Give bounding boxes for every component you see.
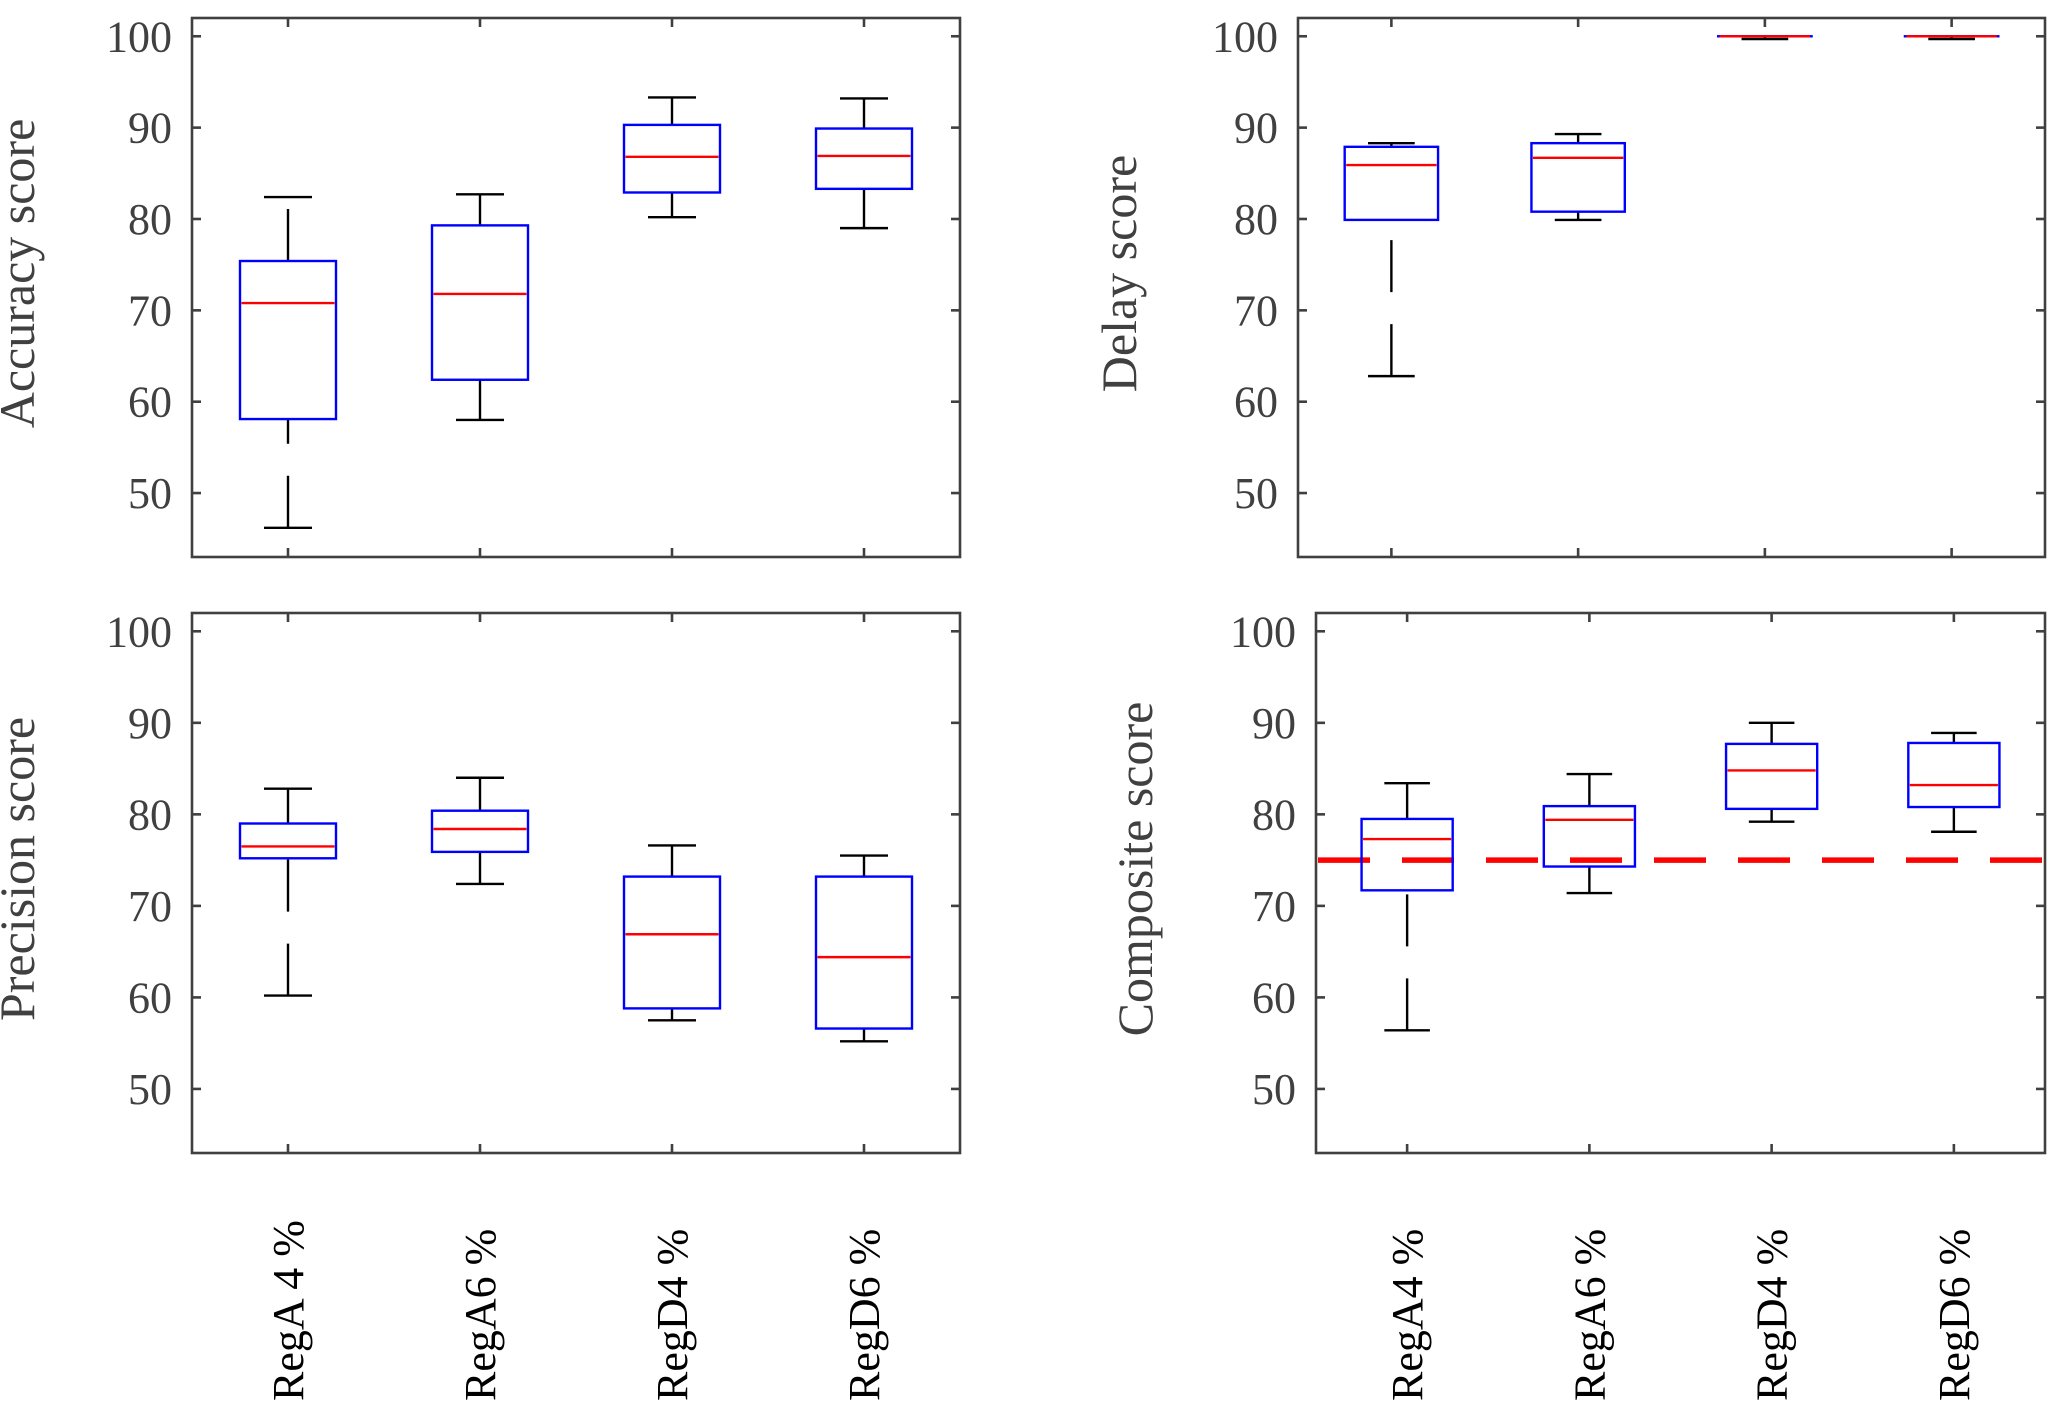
y-tick-label: 90	[1252, 699, 1296, 748]
y-tick-label: 70	[1252, 882, 1296, 931]
box-2	[430, 776, 530, 886]
iqr-box	[430, 809, 530, 854]
box-1	[238, 787, 338, 997]
category-label-regd4: RegD4 %	[648, 1229, 697, 1401]
iqr-box	[1724, 742, 1819, 811]
category-label-rega4: RegA4 %	[1383, 1229, 1432, 1401]
precision-panel: 50 60 70 80 90 100 Precision score RegA 4 % RegA…	[0, 607, 962, 1401]
iqr-box	[814, 875, 914, 1030]
y-tick-label: 80	[1252, 790, 1296, 839]
y-tick-label: 90	[128, 104, 172, 153]
category-label-rega-4: RegA 4 %	[264, 1220, 313, 1401]
box-1	[238, 195, 338, 529]
category-label-rega6: RegA6 %	[456, 1229, 505, 1401]
y-tick-label: 50	[1252, 1065, 1296, 1114]
y-tick-label: 100	[106, 12, 172, 61]
axes-frame	[1314, 611, 2047, 1155]
y-axis-label: Precision score	[0, 717, 45, 1021]
iqr-box	[1907, 741, 2001, 809]
y-tick-label: 60	[128, 973, 172, 1022]
iqr-box	[238, 259, 338, 421]
iqr-box	[1360, 817, 1454, 892]
iqr-box	[622, 123, 722, 194]
y-tick-label: 50	[1234, 469, 1278, 518]
iqr-box	[1343, 145, 1440, 222]
y-tick-label: 70	[128, 882, 172, 931]
box-3	[622, 96, 722, 219]
y-tick-label: 80	[128, 790, 172, 839]
box-3	[1724, 721, 1819, 823]
y-tick-label: 100	[106, 607, 172, 656]
axes-frame	[190, 16, 962, 559]
category-label-rega6: RegA6 %	[1565, 1229, 1614, 1401]
y-axis-label: Accuracy score	[0, 119, 45, 429]
y-tick-label: 100	[1230, 607, 1296, 656]
iqr-box	[622, 875, 722, 1010]
iqr-box	[1542, 804, 1637, 868]
box-3	[622, 844, 722, 1022]
delay-panel: 50 60 70 80 90 100 Delay score	[1091, 12, 2047, 559]
composite-panel: 50 60 70 80 90 100 Composite score RegA4 % RegA6…	[1107, 607, 2047, 1401]
y-tick-label: 50	[128, 1065, 172, 1114]
box-1	[1360, 782, 1454, 1032]
category-label-regd4: RegD4 %	[1748, 1229, 1797, 1401]
iqr-box	[238, 822, 338, 860]
y-tick-label: 70	[1234, 286, 1278, 335]
y-tick-label: 90	[128, 699, 172, 748]
category-label-regd6: RegD6 %	[1930, 1229, 1979, 1401]
box-2	[430, 193, 530, 422]
iqr-box	[1530, 141, 1627, 213]
y-tick-label: 100	[1212, 12, 1278, 61]
box-2	[1542, 772, 1637, 895]
box-4	[814, 854, 914, 1043]
y-tick-label: 50	[128, 469, 172, 518]
y-axis-label: Composite score	[1107, 702, 1163, 1037]
axes-frame	[1296, 16, 2047, 559]
y-axis-label: Delay score	[1091, 155, 1147, 392]
y-tick-label: 80	[128, 195, 172, 244]
box-4	[1907, 731, 2001, 833]
iqr-box	[430, 224, 530, 381]
y-tick-label: 60	[1252, 973, 1296, 1022]
box-4	[814, 97, 914, 230]
iqr-box	[814, 127, 914, 191]
accuracy-panel: 50 60 70 80 90 100 Accuracy score	[0, 12, 962, 559]
box-1	[1343, 141, 1440, 378]
box-2	[1530, 132, 1627, 222]
y-tick-label: 60	[1234, 378, 1278, 427]
axes-frame	[190, 611, 962, 1155]
y-tick-label: 60	[128, 378, 172, 427]
box-3	[1716, 35, 1813, 41]
y-tick-label: 90	[1234, 104, 1278, 153]
category-label-regd6: RegD6 %	[840, 1229, 889, 1401]
box-4	[1903, 35, 2000, 41]
y-tick-label: 70	[128, 286, 172, 335]
y-tick-label: 80	[1234, 195, 1278, 244]
